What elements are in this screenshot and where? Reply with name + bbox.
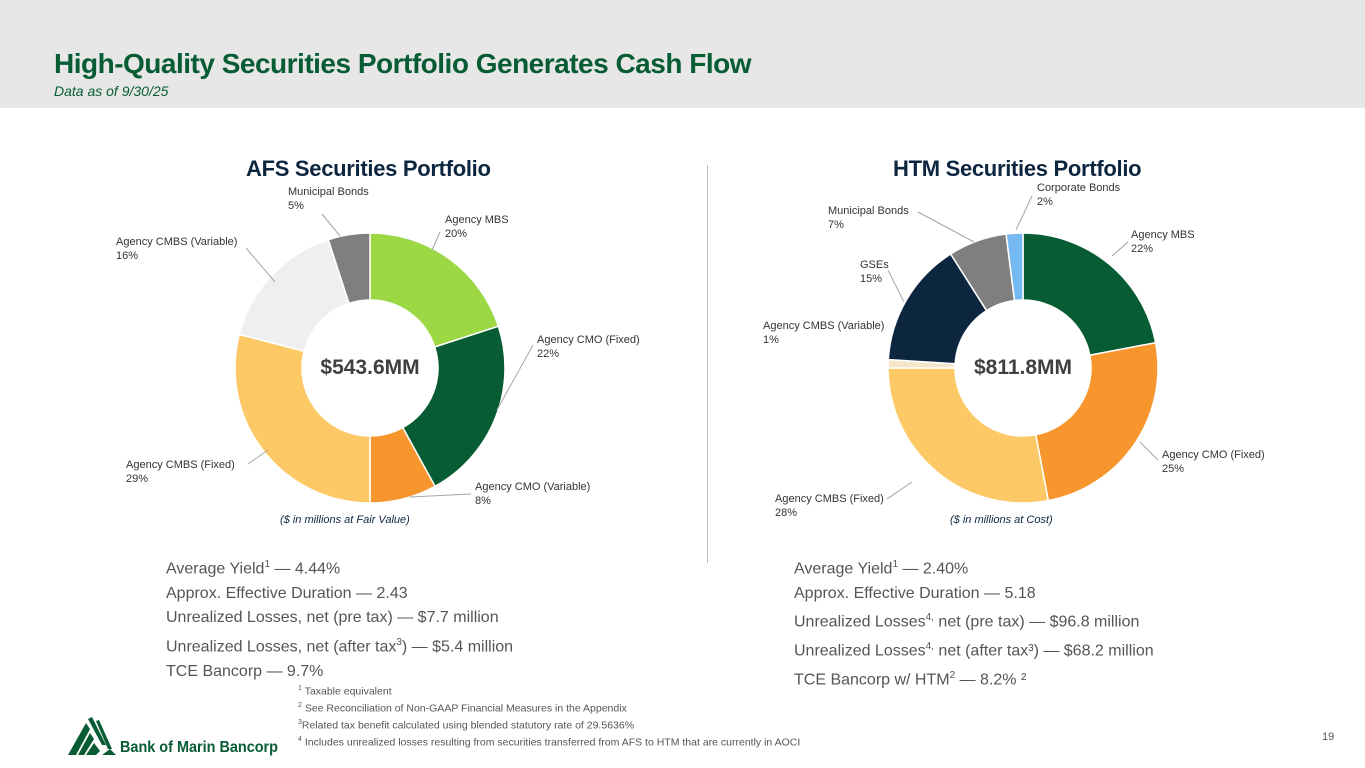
slice-label: GSEs 15% [860, 258, 889, 286]
leader-line [409, 493, 472, 498]
logo: Bank of Marin Bancorp [66, 715, 281, 762]
stat-line: TCE Bancorp w/ HTM2 — 8.2% ² [794, 669, 1027, 689]
leader-line [886, 481, 913, 500]
stat-line: Unrealized Losses4, net (pre tax) — $96.… [794, 612, 1140, 631]
stat-line: Unrealized Losses4, net (after tax³) — $… [794, 641, 1154, 660]
slice-value: 22% [537, 348, 560, 360]
page-title: High-Quality Securities Portfolio Genera… [54, 48, 751, 79]
slice-value: 1% [763, 334, 779, 346]
slice-label: Agency MBS 20% [445, 213, 509, 241]
logo-mark-icon [68, 717, 116, 755]
slice-value: 15% [860, 273, 883, 285]
htm-slice-agency-cmbs-fixed [887, 367, 1050, 504]
slice-value: 7% [828, 219, 844, 231]
slice-label: Agency CMO (Variable) 8% [475, 480, 590, 508]
slice-label: Corporate Bonds 2% [1037, 181, 1120, 209]
slice-label: Agency CMO (Fixed) 25% [1162, 448, 1265, 476]
slice-label: Municipal Bonds 5% [288, 185, 369, 213]
slice-category: Agency CMO (Fixed) [537, 334, 640, 346]
stat-line: Unrealized Losses, net (after tax3) — $5… [166, 636, 514, 656]
leader-line [245, 247, 276, 283]
afs-slice-agency-cmbs-variable [238, 238, 350, 353]
slice-label: Agency CMBS (Fixed) 28% [775, 492, 884, 520]
footnote: 4 Includes unrealized losses resulting f… [298, 736, 801, 749]
header-band [0, 0, 1365, 108]
leader-line [431, 231, 441, 251]
slice-category: Agency CMBS (Variable) [763, 320, 885, 332]
slice-value: 5% [288, 200, 304, 212]
slice-value: 25% [1162, 463, 1185, 475]
slice-label: Agency CMBS (Fixed) 29% [126, 458, 235, 486]
leader-line [1015, 195, 1033, 231]
htm-total: $811.8MM [973, 356, 1073, 379]
slice-value: 28% [775, 507, 798, 519]
afs-total: $543.6MM [320, 356, 420, 379]
slice-label: Municipal Bonds 7% [828, 204, 909, 232]
afs-chart-title: AFS Securities Portfolio [246, 156, 491, 181]
slice-category: Agency MBS [1131, 229, 1195, 241]
slice-label: Agency CMO (Fixed) 22% [537, 333, 640, 361]
afs-stats: Average Yield1 — 4.44% Approx. Effective … [166, 553, 513, 684]
footnote: 3Related tax benefit calculated using bl… [298, 719, 635, 732]
logo-text: Bank of Marin Bancorp [120, 739, 278, 756]
slice-category: GSEs [860, 259, 889, 271]
leader-line [247, 449, 269, 465]
slice-value: 20% [445, 228, 468, 240]
stat-line: Average Yield1 — 4.44% [166, 559, 341, 578]
htm-slice-agency-cmo-fixed [1034, 341, 1159, 502]
slice-value: 22% [1131, 243, 1154, 255]
leader-line [321, 213, 341, 237]
htm-note: ($ in millions at Cost) [950, 514, 1053, 526]
htm-chart-title: HTM Securities Portfolio [893, 156, 1142, 181]
afs-slice-agency-cmo-fixed [401, 325, 506, 488]
slice-label: Agency CMBS (Variable) 1% [763, 319, 884, 347]
htm-slice-agency-mbs [1022, 232, 1157, 357]
slice-category: Agency MBS [445, 214, 509, 226]
page-number: 19 [1322, 731, 1335, 743]
slice-category: Municipal Bonds [288, 186, 369, 198]
htm-stats: Average Yield1 — 2.40% Approx. Effective … [794, 553, 1154, 693]
divider [707, 165, 708, 563]
afs-slice-agency-cmbs-fixed [234, 333, 371, 504]
footnote: 1 Taxable equivalent [298, 685, 392, 698]
leader-line [1111, 241, 1129, 257]
slice-category: Municipal Bonds [828, 205, 909, 217]
stat-line: Approx. Effective Duration — 2.43 [166, 584, 408, 602]
slice-category: Agency CMBS (Variable) [116, 236, 238, 248]
slice-category: Agency CMBS (Fixed) [775, 493, 884, 505]
slice-category: Agency CMO (Variable) [475, 481, 591, 493]
footnote: 2 See Reconciliation of Non-GAAP Financi… [298, 702, 627, 715]
slice-category: Agency CMBS (Fixed) [126, 459, 235, 471]
leader-line [887, 269, 905, 303]
afs-note: ($ in millions at Fair Value) [280, 514, 410, 526]
slice-value: 29% [126, 473, 149, 485]
leader-line [496, 344, 534, 411]
slice-value: 2% [1037, 196, 1053, 208]
afs-slice-agency-mbs [369, 232, 500, 348]
afs-slice-municipal-bonds [327, 232, 371, 305]
slice-label: Agency MBS 22% [1131, 228, 1195, 256]
footnotes: 1 Taxable equivalent 2 See Reconciliation… [298, 682, 800, 750]
slice-label: Agency CMBS (Variable) 16% [116, 235, 237, 263]
leader-line [917, 211, 975, 243]
slice-category: Agency CMO (Fixed) [1162, 449, 1265, 461]
stat-line: Unrealized Losses, net (pre tax) — $7.7 … [166, 609, 499, 627]
stat-line: Approx. Effective Duration — 5.18 [794, 584, 1036, 602]
slice-value: 16% [116, 250, 139, 262]
leader-line [1139, 441, 1159, 461]
htm-slice-corporate-bonds [1005, 232, 1024, 302]
slice-value: 8% [475, 495, 491, 507]
stat-line: TCE Bancorp — 9.7% [166, 662, 324, 680]
page-subtitle: Data as of 9/30/25 [54, 83, 169, 99]
slice-category: Corporate Bonds [1037, 182, 1121, 194]
stat-line: Average Yield1 — 2.40% [794, 559, 969, 578]
